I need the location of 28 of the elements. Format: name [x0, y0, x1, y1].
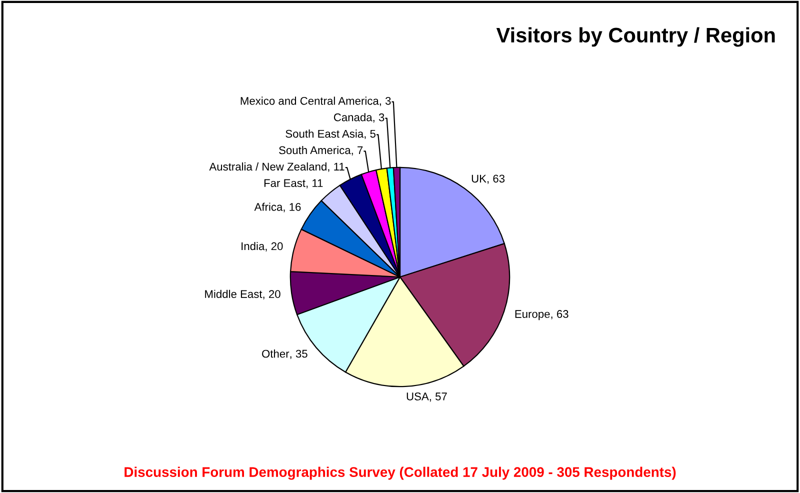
data-label: , 5: [364, 130, 376, 140]
slice-label: India: [242, 242, 265, 250]
slice-label: Mexico and Central America: [240, 96, 379, 105]
data-label: , 7: [352, 146, 363, 156]
data-label: , 57: [430, 392, 447, 402]
slice-label: South America: [279, 146, 351, 154]
data-label: , 20: [266, 242, 283, 252]
data-label: , 11: [328, 162, 344, 172]
slice-label: Far East: [264, 179, 306, 188]
text: Discussion Forum Demographics Survey (Collated 17 July 2009 - 305 Respondents): [124, 466, 676, 480]
data-label: , 11: [306, 179, 323, 188]
data-label: , 20: [263, 290, 280, 300]
slice-label: Africa: [254, 202, 283, 211]
slice-label: Canada: [334, 113, 372, 122]
data-label: , 16: [284, 203, 301, 212]
data-label: , 63: [551, 310, 568, 320]
data-label: , 3: [373, 113, 384, 123]
slice-label: UK: [472, 174, 486, 183]
slice-label: Other: [262, 350, 290, 358]
slice-label: Middle East: [205, 290, 262, 298]
slice-label: USA: [406, 392, 429, 400]
data-label: , 3: [380, 96, 391, 106]
slice-label: Europe: [515, 310, 550, 320]
slice-label: Australia / New Zealand: [209, 162, 326, 171]
text: Visitors by Country / Region: [496, 27, 775, 47]
data-label: , 35: [290, 350, 308, 359]
slice-label: South East Asia: [286, 130, 364, 138]
data-label: , 63: [487, 174, 505, 184]
